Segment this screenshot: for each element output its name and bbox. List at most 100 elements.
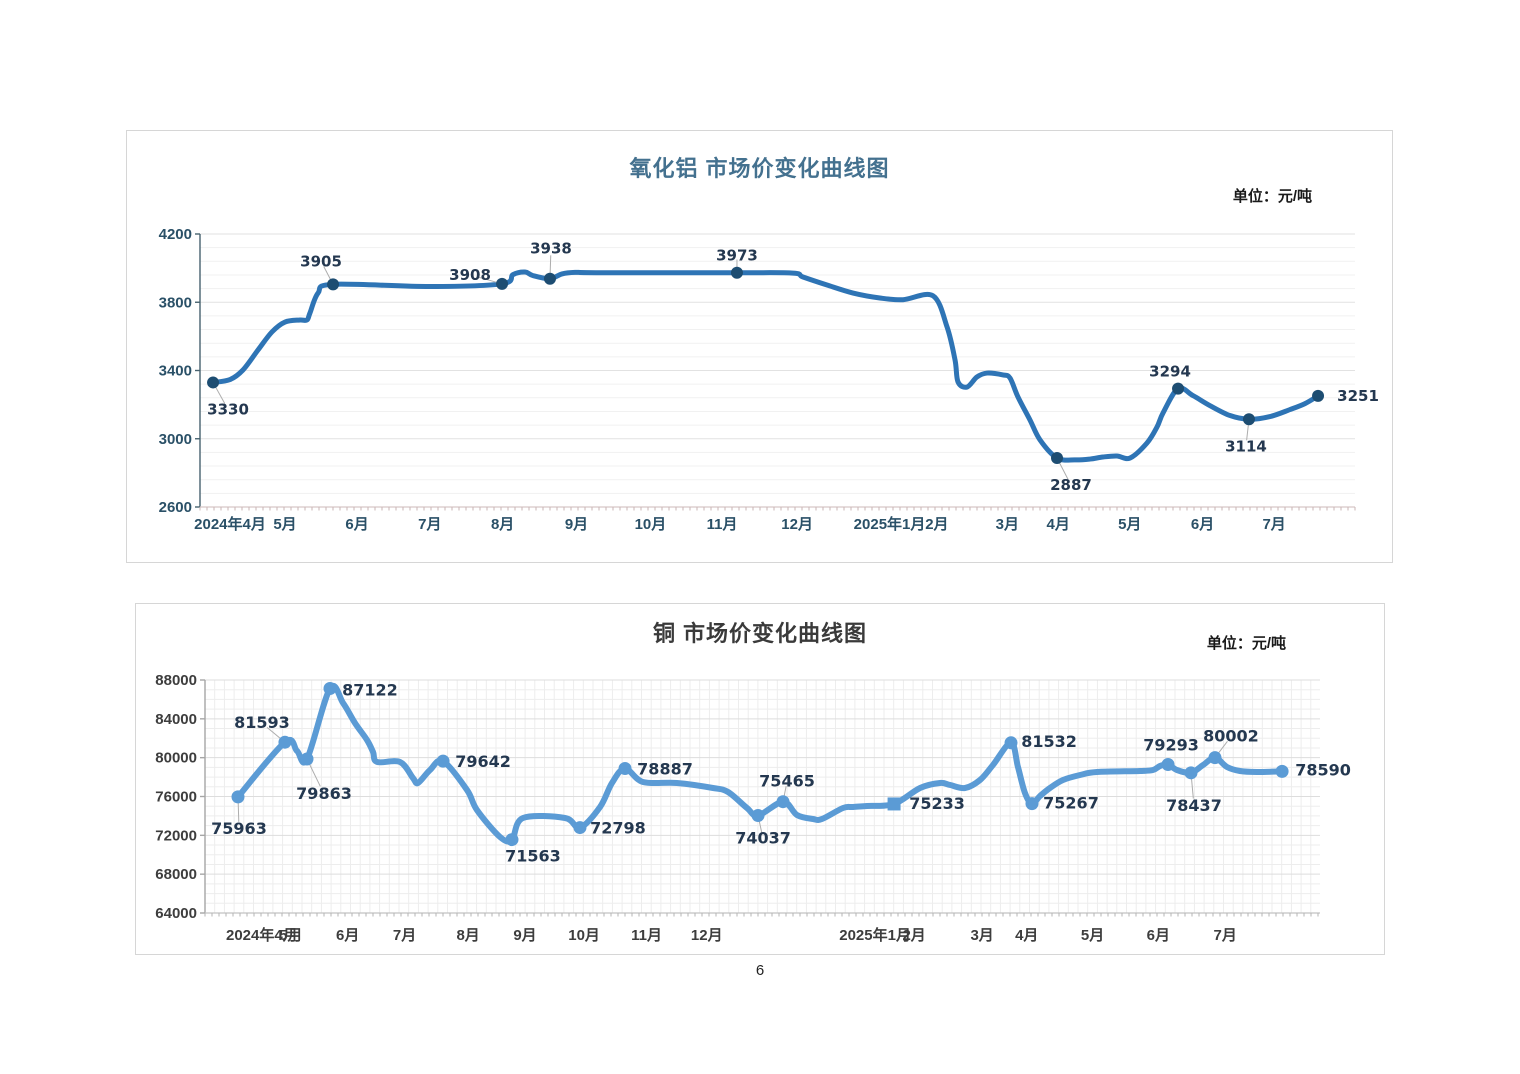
data-point-label: 75267 — [1043, 794, 1099, 813]
x-axis-tick-label: 2月 — [902, 927, 925, 944]
x-axis-tick-label: 5月 — [273, 516, 296, 533]
data-point-marker — [1275, 764, 1289, 778]
data-point-label: 78887 — [637, 759, 693, 778]
copper-unit-label: 单位：元/吨 — [1206, 635, 1286, 652]
data-point-label: 81593 — [234, 713, 290, 732]
data-point-marker — [1172, 382, 1185, 395]
data-point-label: 3905 — [300, 252, 342, 270]
x-axis-tick-label: 2月 — [925, 516, 948, 533]
data-point-label: 3294 — [1149, 363, 1191, 381]
data-point-label: 74037 — [735, 829, 791, 848]
data-point-marker — [751, 809, 765, 823]
data-point-marker — [543, 272, 556, 285]
x-axis-tick-label: 2025年1月 — [854, 515, 926, 533]
data-point-label: 3908 — [449, 266, 491, 284]
x-axis-tick-label: 2024年4月 — [226, 926, 298, 944]
data-point-marker — [730, 266, 743, 279]
data-point-marker — [327, 278, 340, 291]
data-point-marker — [887, 797, 901, 811]
data-point-marker — [1004, 736, 1018, 750]
x-axis-tick-label: 5月 — [1081, 927, 1104, 944]
data-point-label: 79642 — [455, 752, 511, 771]
data-point-label: 3114 — [1225, 437, 1267, 455]
y-axis-tick-label: 80000 — [155, 750, 197, 767]
x-axis-tick-label: 4月 — [1046, 516, 1069, 533]
y-axis-tick-label: 76000 — [155, 789, 197, 806]
data-point-marker — [278, 735, 292, 749]
price-line-series — [235, 683, 1286, 845]
x-axis-tick-label: 6月 — [1147, 927, 1170, 944]
x-axis-tick-label: 5月 — [1118, 516, 1141, 533]
data-point-marker — [323, 682, 337, 696]
data-point-marker — [1208, 751, 1222, 765]
x-axis-tick-label: 7月 — [418, 516, 441, 533]
x-axis-tick-label: 11月 — [631, 927, 662, 944]
data-point-marker — [300, 752, 314, 766]
data-point-label: 75465 — [759, 772, 815, 791]
data-point-marker — [1025, 797, 1039, 811]
x-axis-tick-label: 2024年4月 — [194, 515, 266, 533]
x-axis-tick-label: 12月 — [691, 927, 723, 944]
x-axis-tick-label: 12月 — [781, 516, 813, 533]
alumina-unit-label: 单位：元/吨 — [1232, 188, 1312, 205]
data-point-label: 81532 — [1021, 732, 1077, 751]
data-point-label: 2887 — [1050, 476, 1092, 494]
x-axis-tick-label: 8月 — [456, 927, 479, 944]
data-point-marker — [505, 833, 519, 847]
alumina-chart-title: 氧化铝 市场价变化曲线图 — [629, 156, 890, 181]
data-point-label: 75233 — [909, 794, 965, 813]
data-point-label: 3330 — [207, 400, 249, 418]
data-point-label: 78437 — [1166, 796, 1222, 815]
data-point-label: 80002 — [1203, 727, 1259, 746]
data-point-marker — [776, 795, 790, 809]
data-point-marker — [1161, 758, 1175, 772]
x-axis-tick-label: 11月 — [707, 516, 738, 533]
page-number: 6 — [755, 962, 765, 979]
y-axis-tick-label: 3000 — [159, 431, 192, 448]
data-point-label: 75963 — [211, 819, 267, 838]
x-axis-tick-label: 2025年1月 — [839, 926, 911, 944]
x-axis-tick-label: 5月 — [279, 927, 302, 944]
x-axis-tick-label: 7月 — [393, 927, 416, 944]
data-point-marker — [1184, 766, 1198, 780]
data-point-marker — [496, 277, 509, 290]
x-axis-tick-label: 9月 — [565, 516, 588, 533]
copper-chart-title: 铜 市场价变化曲线图 — [652, 621, 868, 646]
y-axis-tick-label: 68000 — [155, 866, 197, 883]
x-axis-tick-label: 6月 — [336, 927, 359, 944]
x-axis-tick-label: 6月 — [345, 516, 368, 533]
data-point-label: 3251 — [1337, 387, 1379, 405]
y-axis-tick-label: 4200 — [159, 226, 192, 243]
alumina-chart-panel: 氧化铝 市场价变化曲线图 单位：元/吨 2600 3000 3400 3800 4200… — [126, 130, 1393, 563]
data-point-marker — [436, 754, 450, 768]
x-axis-tick-label: 3月 — [996, 516, 1019, 533]
data-point-label: 78590 — [1295, 760, 1351, 779]
x-axis-tick-label: 8月 — [491, 516, 514, 533]
x-axis-tick-label: 6月 — [1191, 516, 1214, 533]
y-axis-tick-label: 2600 — [159, 499, 192, 516]
x-axis-tick-label: 10月 — [635, 516, 667, 533]
data-point-marker — [1242, 413, 1255, 426]
x-axis-tick-label: 4月 — [1015, 927, 1038, 944]
x-axis-tick-label: 3月 — [970, 927, 993, 944]
data-point-marker — [618, 761, 632, 775]
data-point-label: 72798 — [590, 819, 646, 838]
y-axis-tick-label: 3800 — [159, 294, 192, 311]
y-axis-tick-label: 3400 — [159, 363, 192, 380]
y-axis-tick-label: 88000 — [155, 672, 197, 689]
data-point-label: 71563 — [505, 847, 561, 866]
data-point-label: 3938 — [530, 240, 572, 258]
data-point-label: 3973 — [716, 247, 758, 265]
data-point-marker — [1051, 452, 1064, 465]
copper-line-chart: 64000 68000 72000 76000 80000 84000 88000 2024年… — [155, 672, 1351, 944]
x-axis-tick-label: 7月 — [1262, 516, 1285, 533]
y-axis-tick-label: 64000 — [155, 905, 197, 922]
x-axis-tick-label: 10月 — [568, 927, 600, 944]
y-axis-tick-label: 72000 — [155, 827, 197, 844]
data-point-marker — [1312, 389, 1325, 402]
x-axis-tick-label: 7月 — [1214, 927, 1237, 944]
data-point-label: 87122 — [342, 681, 398, 700]
price-line-series — [210, 269, 1321, 463]
data-point-marker — [207, 376, 220, 389]
data-point-marker — [231, 790, 245, 804]
